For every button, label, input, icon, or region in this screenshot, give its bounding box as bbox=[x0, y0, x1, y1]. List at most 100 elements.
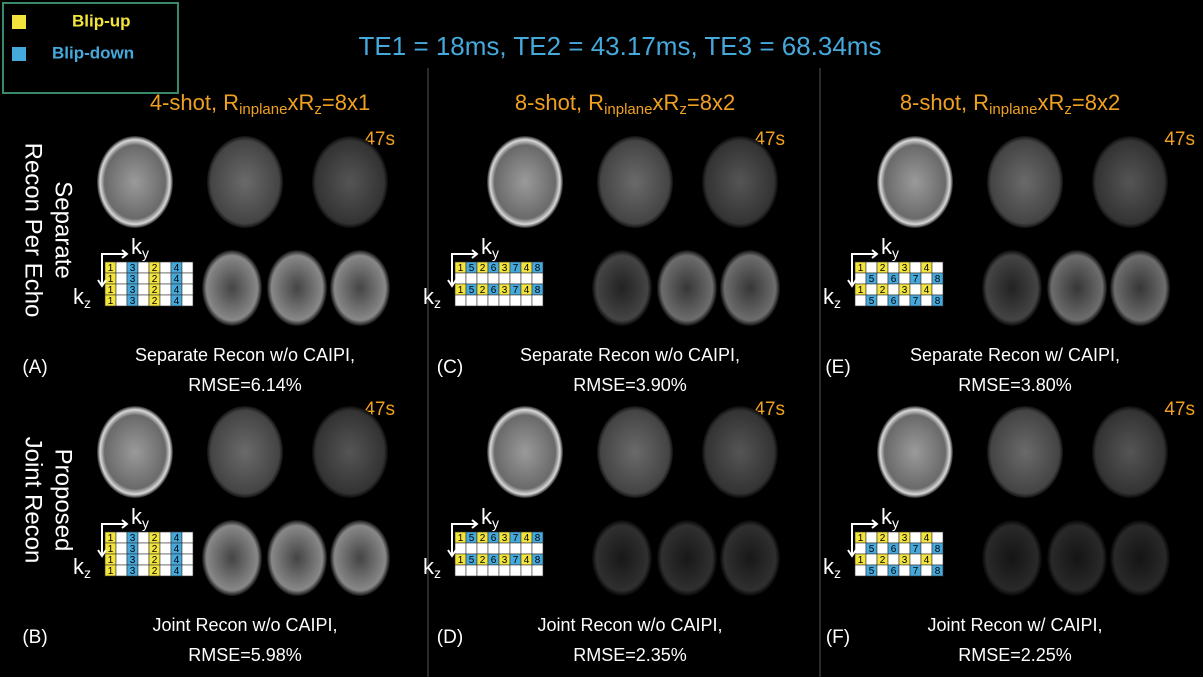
kspace-number: 1 bbox=[458, 555, 464, 566]
title-subscript: inplane bbox=[604, 101, 652, 118]
brain-image bbox=[207, 136, 283, 228]
kspace-number: 5 bbox=[469, 285, 475, 296]
kspace-number: 3 bbox=[130, 566, 136, 577]
kspace-cell bbox=[899, 295, 910, 306]
brain-image bbox=[702, 406, 778, 498]
kspace-cell bbox=[477, 273, 488, 284]
brain-image bbox=[877, 406, 953, 498]
kspace-number: 1 bbox=[108, 555, 114, 566]
k-subscript: z bbox=[84, 565, 91, 581]
title-part: =8x1 bbox=[322, 90, 370, 115]
kspace-cell bbox=[877, 295, 888, 306]
kspace-number: 2 bbox=[152, 566, 158, 577]
kspace-number: 6 bbox=[891, 296, 897, 307]
kspace-cell bbox=[138, 273, 149, 284]
k-subscript: z bbox=[834, 565, 841, 581]
kspace-number: 7 bbox=[513, 555, 519, 566]
kspace-cell bbox=[488, 273, 499, 284]
kspace-number: 3 bbox=[130, 555, 136, 566]
brain-image bbox=[487, 406, 563, 498]
kspace-number: 5 bbox=[869, 566, 875, 577]
kspace-cell bbox=[855, 295, 866, 306]
brain-image bbox=[987, 136, 1063, 228]
kspace-cell bbox=[521, 543, 532, 554]
kspace-number: 7 bbox=[913, 296, 919, 307]
kspace-number: 5 bbox=[869, 296, 875, 307]
kspace-cell bbox=[138, 532, 149, 543]
kspace-number: 3 bbox=[902, 533, 908, 544]
kspace-kz-label: kz bbox=[423, 554, 441, 581]
kspace-number: 4 bbox=[174, 296, 180, 307]
kspace-cell bbox=[932, 262, 943, 273]
kspace-cell bbox=[182, 273, 193, 284]
kspace-number: 8 bbox=[535, 285, 541, 296]
kspace-number: 4 bbox=[174, 566, 180, 577]
panel-label: (B) bbox=[22, 627, 47, 648]
kspace-cell bbox=[921, 273, 932, 284]
brain-image bbox=[97, 136, 173, 228]
kspace-cell bbox=[888, 262, 899, 273]
panel-caption: Joint Recon w/o CAIPI, bbox=[152, 615, 337, 635]
error-map bbox=[657, 250, 717, 326]
kspace-cell bbox=[466, 543, 477, 554]
kspace-number: 1 bbox=[108, 263, 114, 274]
panel-label: (A) bbox=[22, 357, 47, 378]
kspace-ky-label: ky bbox=[881, 504, 899, 531]
kspace-number: 8 bbox=[935, 296, 941, 307]
kspace-cell bbox=[182, 262, 193, 273]
k-subscript: z bbox=[434, 295, 441, 311]
title-part: =8x2 bbox=[1072, 90, 1120, 115]
kspace-cell bbox=[499, 295, 510, 306]
kspace-cell bbox=[160, 262, 171, 273]
kspace-cell bbox=[910, 262, 921, 273]
kspace-cell bbox=[499, 543, 510, 554]
kspace-number: 2 bbox=[480, 533, 486, 544]
kspace-number: 2 bbox=[152, 533, 158, 544]
kspace-cell bbox=[888, 532, 899, 543]
k-subscript: z bbox=[434, 565, 441, 581]
kspace-number: 1 bbox=[458, 263, 464, 274]
kspace-number: 6 bbox=[491, 285, 497, 296]
kspace-number: 1 bbox=[108, 274, 114, 285]
kspace-cell bbox=[455, 543, 466, 554]
header-title: TE1 = 18ms, TE2 = 43.17ms, TE3 = 68.34ms bbox=[359, 31, 882, 61]
legend-label: Blip-up bbox=[72, 11, 131, 30]
brain-image bbox=[312, 136, 388, 228]
kspace-number: 4 bbox=[524, 285, 530, 296]
kspace-number: 5 bbox=[869, 544, 875, 555]
kspace-cell bbox=[877, 273, 888, 284]
kspace-cell bbox=[855, 565, 866, 576]
kspace-cell bbox=[921, 565, 932, 576]
kspace-number: 1 bbox=[458, 533, 464, 544]
brain-image bbox=[702, 136, 778, 228]
kspace-number: 6 bbox=[891, 566, 897, 577]
kspace-cell bbox=[910, 284, 921, 295]
kspace-number: 1 bbox=[108, 285, 114, 296]
error-map bbox=[1047, 520, 1107, 596]
kspace-cell bbox=[182, 565, 193, 576]
error-map bbox=[592, 520, 652, 596]
kspace-number: 3 bbox=[902, 285, 908, 296]
title-subscript: inplane bbox=[239, 101, 287, 118]
title-part: xR bbox=[287, 90, 314, 115]
kspace-number: 3 bbox=[502, 555, 508, 566]
kspace-number: 2 bbox=[480, 285, 486, 296]
kspace-cell bbox=[116, 262, 127, 273]
kspace-cell bbox=[510, 273, 521, 284]
kspace-cell bbox=[499, 565, 510, 576]
kspace-number: 8 bbox=[935, 566, 941, 577]
kspace-cell bbox=[532, 543, 543, 554]
k-subscript: y bbox=[492, 515, 499, 531]
kspace-number: 4 bbox=[924, 263, 930, 274]
panel-caption: RMSE=3.90% bbox=[573, 375, 687, 395]
kspace-cell bbox=[532, 565, 543, 576]
kspace-number: 3 bbox=[130, 533, 136, 544]
kspace-kz-label: kz bbox=[423, 284, 441, 311]
kspace-cell bbox=[160, 532, 171, 543]
kspace-number: 1 bbox=[108, 533, 114, 544]
panel-caption: Separate Recon w/o CAIPI, bbox=[520, 345, 740, 365]
row-label: Recon Per Echo bbox=[20, 143, 47, 318]
kspace-cell bbox=[932, 532, 943, 543]
kspace-number: 2 bbox=[480, 263, 486, 274]
brain-image bbox=[1092, 406, 1168, 498]
